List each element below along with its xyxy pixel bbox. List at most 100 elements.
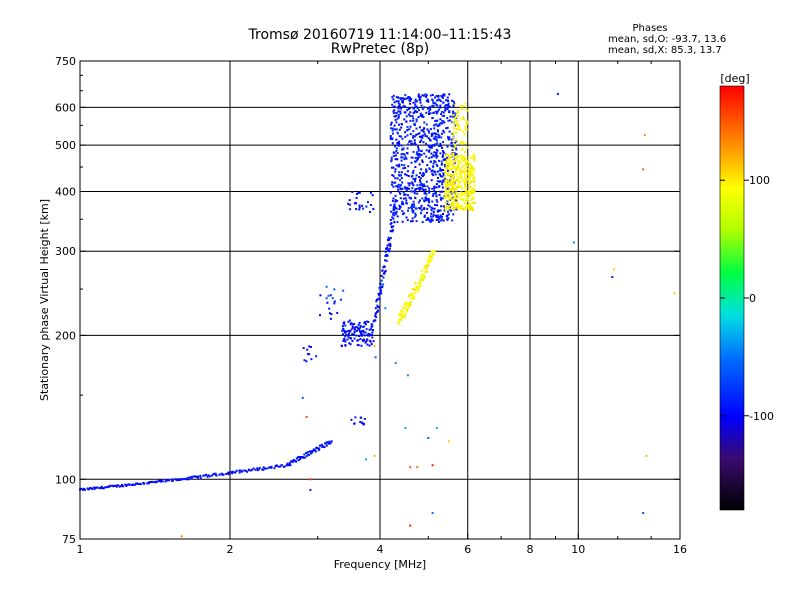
data-point [441, 215, 444, 218]
data-point [397, 100, 400, 103]
stats-heading: Phases [632, 23, 667, 34]
data-point [392, 112, 395, 115]
data-point [449, 204, 452, 207]
data-point [400, 144, 403, 147]
data-point [438, 173, 441, 176]
data-point [391, 226, 393, 229]
data-point [425, 219, 428, 221]
data-point [348, 330, 351, 333]
data-point [409, 466, 412, 469]
data-point [428, 187, 431, 190]
data-point [409, 133, 412, 136]
data-point [433, 127, 436, 130]
data-point [449, 198, 452, 201]
data-point [444, 165, 447, 168]
data-point [461, 158, 463, 161]
data-point [406, 302, 409, 305]
data-point [417, 152, 420, 155]
data-point [431, 256, 433, 259]
data-point [309, 478, 312, 481]
data-point [330, 440, 333, 443]
data-point [395, 138, 398, 141]
data-point [387, 239, 390, 242]
data-point [347, 334, 350, 337]
data-point [361, 421, 364, 424]
data-point [425, 199, 427, 202]
data-point [406, 186, 409, 189]
data-point [426, 98, 429, 101]
data-point [370, 204, 372, 206]
data-point [398, 174, 401, 177]
data-point [432, 105, 435, 108]
data-point [399, 112, 402, 115]
data-point [408, 140, 411, 143]
data-point [442, 101, 445, 104]
data-point [398, 204, 401, 207]
data-point [428, 149, 431, 152]
data-point [392, 154, 395, 157]
data-point [642, 168, 645, 171]
data-point [412, 184, 415, 187]
data-point [444, 209, 447, 212]
data-point [390, 166, 393, 169]
data-point [442, 151, 445, 154]
data-point [385, 259, 388, 262]
data-point [418, 97, 421, 100]
data-point [344, 344, 347, 347]
data-point [452, 154, 455, 157]
data-point [209, 475, 212, 478]
data-point [464, 183, 466, 186]
data-point [472, 179, 475, 182]
data-point [355, 208, 358, 211]
data-point [262, 466, 265, 469]
data-point [467, 181, 470, 184]
data-point [374, 307, 377, 310]
data-point [445, 104, 448, 106]
data-point [453, 196, 456, 199]
data-point [436, 155, 439, 158]
data-point [464, 151, 467, 154]
data-point [426, 185, 429, 188]
x-tick-label: 4 [377, 543, 384, 556]
data-point [427, 110, 430, 113]
data-point [430, 217, 433, 220]
data-point [254, 468, 257, 471]
data-point [472, 168, 474, 171]
data-point [430, 212, 433, 215]
data-point [384, 250, 387, 253]
data-point [445, 195, 448, 198]
data-point [445, 167, 447, 170]
data-point [410, 156, 413, 159]
data-point [458, 185, 461, 188]
data-point [390, 156, 393, 159]
data-point [195, 475, 198, 478]
data-point [158, 479, 161, 482]
data-point [415, 290, 418, 293]
data-point [369, 191, 372, 194]
data-point [403, 306, 406, 309]
data-point [418, 163, 421, 166]
data-point [457, 196, 460, 199]
data-point [452, 183, 455, 185]
data-point [351, 191, 354, 193]
data-point [453, 161, 456, 164]
data-point [432, 102, 435, 105]
data-point [412, 107, 415, 110]
data-point [418, 126, 421, 129]
data-point [397, 110, 400, 113]
data-point [384, 307, 387, 310]
data-point [447, 102, 450, 105]
data-point [446, 179, 449, 182]
data-point [354, 416, 357, 419]
data-point [424, 196, 427, 199]
data-point [390, 210, 393, 213]
data-point [393, 101, 396, 104]
data-point [215, 474, 218, 477]
data-point [428, 201, 430, 204]
data-point [433, 124, 436, 127]
data-point [442, 129, 445, 132]
data-point [373, 345, 376, 347]
data-point [418, 155, 421, 158]
data-point [430, 206, 433, 209]
data-point [472, 153, 475, 156]
